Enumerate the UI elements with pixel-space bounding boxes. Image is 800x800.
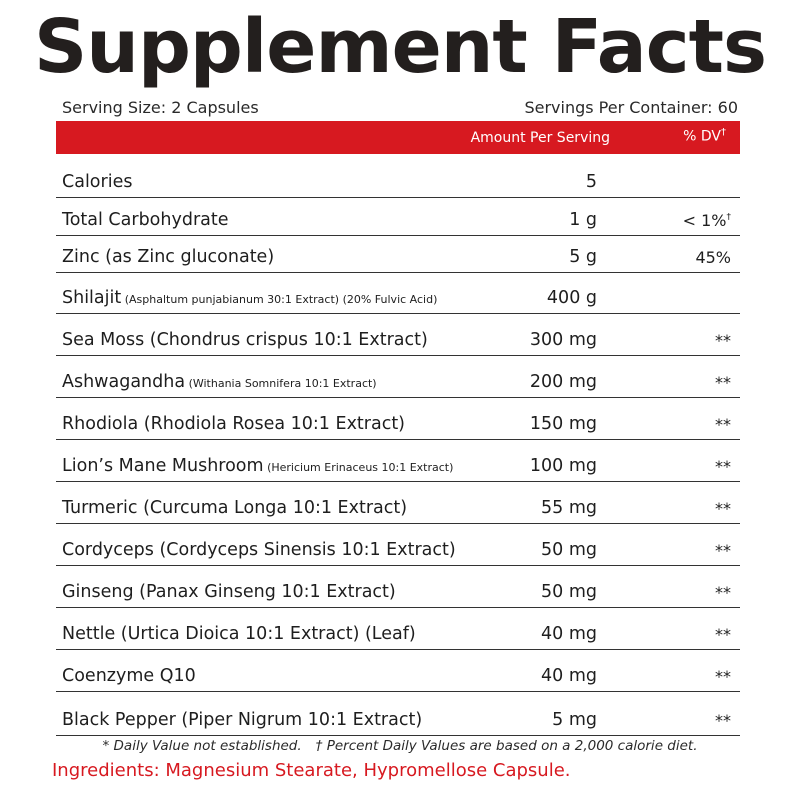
nutrient-name: Total Carbohydrate <box>62 210 229 230</box>
table-row: Cordyceps (Cordyceps Sinensis 10:1 Extra… <box>56 524 740 566</box>
table-row: Rhodiola (Rhodiola Rosea 10:1 Extract) 15… <box>56 398 740 440</box>
nutrient-amount: 400 g <box>546 288 597 308</box>
nutrient-amount: 40 mg <box>541 666 597 686</box>
nutrient-amount: 40 mg <box>541 624 597 644</box>
nutrient-name-main: Shilajit <box>62 288 122 308</box>
table-row: Turmeric (Curcuma Longa 10:1 Extract) 55 … <box>56 482 740 524</box>
nutrient-dv: ** <box>715 583 731 602</box>
table-row: Sea Moss (Chondrus crispus 10:1 Extract)… <box>56 314 740 356</box>
table-row: Shilajit (Asphaltum punjabianum 30:1 Ext… <box>56 273 740 314</box>
nutrient-name: Nettle (Urtica Dioica 10:1 Extract) (Lea… <box>62 624 416 644</box>
nutrient-amount: 100 mg <box>529 456 597 476</box>
servings-per-container: Servings Per Container: 60 <box>524 98 738 117</box>
dv-label-text: % DV <box>683 128 721 145</box>
table-row: Zinc (as Zinc gluconate) 5 g 45% <box>56 236 740 273</box>
nutrient-dv-value: 45% <box>695 248 731 267</box>
nutrient-amount: 5 g <box>569 247 597 267</box>
nutrient-name-main: Cordyceps (Cordyceps Sinensis 10:1 Extra… <box>62 540 456 560</box>
serving-size: Serving Size: 2 Capsules <box>62 98 259 117</box>
table-row: Ashwagandha (Withania Somnifera 10:1 Ext… <box>56 356 740 398</box>
nutrient-name: Cordyceps (Cordyceps Sinensis 10:1 Extra… <box>62 540 456 560</box>
table-row: Calories 5 <box>56 160 740 198</box>
nutrient-name-main: Ginseng (Panax Ginseng 10:1 Extract) <box>62 582 396 602</box>
dagger-mark: † <box>726 212 732 223</box>
nutrient-dv: ** <box>715 667 731 686</box>
nutrient-dv: < 1%† <box>683 211 731 230</box>
nutrient-amount: 300 mg <box>529 330 597 350</box>
nutrient-dv-value: < 1% <box>682 211 727 230</box>
nutrient-name-main: Total Carbohydrate <box>62 210 229 230</box>
nutrient-name: Calories <box>62 172 132 192</box>
table-row: Total Carbohydrate 1 g < 1%† <box>56 198 740 236</box>
nutrient-name-main: Zinc (as Zinc gluconate) <box>62 247 275 267</box>
nutrient-dv-value: ** <box>715 583 731 602</box>
nutrient-dv-value: ** <box>715 667 731 686</box>
nutrient-name: Rhodiola (Rhodiola Rosea 10:1 Extract) <box>62 414 405 434</box>
dagger-mark: † <box>721 127 726 138</box>
nutrient-dv-value: ** <box>715 541 731 560</box>
nutrient-dv-value: ** <box>715 499 731 518</box>
nutrient-dv-value: ** <box>715 373 731 392</box>
nutrient-dv-value: ** <box>715 711 731 730</box>
nutrient-dv: ** <box>715 541 731 560</box>
nutrient-name-detail: (Hericium Erinaceus 10:1 Extract) <box>263 461 454 474</box>
nutrient-name: Sea Moss (Chondrus crispus 10:1 Extract) <box>62 330 428 350</box>
nutrient-dv-value: ** <box>715 331 731 350</box>
table-row: Coenzyme Q10 40 mg ** <box>56 650 740 692</box>
nutrient-dv: ** <box>715 625 731 644</box>
nutrient-name-detail: (Withania Somnifera 10:1 Extract) <box>185 377 377 390</box>
nutrient-dv: ** <box>715 331 731 350</box>
nutrient-name-main: Black Pepper (Piper Nigrum 10:1 Extract) <box>62 710 423 730</box>
footnote-daily-value: * Daily Value not established. <box>102 738 302 754</box>
nutrient-name-main: Sea Moss (Chondrus crispus 10:1 Extract) <box>62 330 428 350</box>
nutrient-dv-value: ** <box>715 457 731 476</box>
nutrient-name: Lion’s Mane Mushroom (Hericium Erinaceus… <box>62 456 453 476</box>
nutrient-name: Turmeric (Curcuma Longa 10:1 Extract) <box>62 498 407 518</box>
nutrient-name: Black Pepper (Piper Nigrum 10:1 Extract) <box>62 710 422 730</box>
ingredients-list: Ingredients: Magnesium Stearate, Hyprome… <box>52 760 571 781</box>
nutrient-name-main: Calories <box>62 172 133 192</box>
nutrient-name: Shilajit (Asphaltum punjabianum 30:1 Ext… <box>62 288 437 308</box>
nutrient-name-detail: (Asphaltum punjabianum 30:1 Extract) (20… <box>121 293 438 306</box>
footnote-percent-dv: † Percent Daily Values are based on a 2,… <box>315 738 698 754</box>
nutrient-amount: 200 mg <box>529 372 597 392</box>
nutrient-dv: ** <box>715 373 731 392</box>
table-row: Black Pepper (Piper Nigrum 10:1 Extract)… <box>56 692 740 735</box>
nutrient-name-main: Turmeric (Curcuma Longa 10:1 Extract) <box>62 498 408 518</box>
nutrient-amount: 50 mg <box>541 582 597 602</box>
nutrient-name-main: Coenzyme Q10 <box>62 666 196 686</box>
nutrient-name: Ashwagandha (Withania Somnifera 10:1 Ext… <box>62 372 377 392</box>
nutrient-name-main: Ashwagandha <box>62 372 186 392</box>
dv-label: % DV† <box>683 127 726 145</box>
page-title: Supplement Facts <box>33 4 767 90</box>
table-row: Nettle (Urtica Dioica 10:1 Extract) (Lea… <box>56 608 740 650</box>
table-row: Lion’s Mane Mushroom (Hericium Erinaceus… <box>56 440 740 482</box>
nutrient-dv: ** <box>715 415 731 434</box>
table-header-band: Amount Per Serving % DV† <box>56 121 740 154</box>
nutrient-name: Coenzyme Q10 <box>62 666 196 686</box>
nutrient-amount: 55 mg <box>541 498 597 518</box>
nutrient-name: Zinc (as Zinc gluconate) <box>62 247 274 267</box>
nutrient-dv: 45% <box>695 248 731 267</box>
nutrient-amount: 5 <box>585 172 597 192</box>
footnotes: * Daily Value not established. † Percent … <box>0 738 800 754</box>
nutrient-amount: 1 g <box>569 210 597 230</box>
nutrient-dv-value: ** <box>715 625 731 644</box>
nutrient-name-main: Lion’s Mane Mushroom <box>62 456 264 476</box>
nutrient-dv: ** <box>715 499 731 518</box>
nutrient-dv: ** <box>715 457 731 476</box>
nutrient-name-main: Nettle (Urtica Dioica 10:1 Extract) (Lea… <box>62 624 416 644</box>
amount-per-serving-label: Amount Per Serving <box>470 130 610 146</box>
nutrient-amount: 150 mg <box>529 414 597 434</box>
nutrient-dv-value: ** <box>715 415 731 434</box>
nutrient-table: Calories 5 Total Carbohydrate 1 g < 1%† Zinc … <box>56 160 740 736</box>
nutrient-name-main: Rhodiola (Rhodiola Rosea 10:1 Extract) <box>62 414 406 434</box>
nutrient-amount: 5 mg <box>552 710 597 730</box>
table-row: Ginseng (Panax Ginseng 10:1 Extract) 50 m… <box>56 566 740 608</box>
nutrient-amount: 50 mg <box>541 540 597 560</box>
nutrient-dv: ** <box>715 711 731 730</box>
nutrient-name: Ginseng (Panax Ginseng 10:1 Extract) <box>62 582 396 602</box>
